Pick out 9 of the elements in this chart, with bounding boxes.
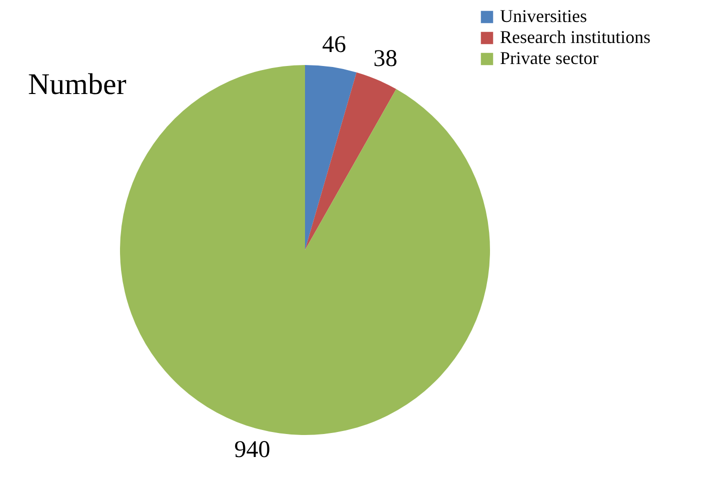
data-label: 940 [234, 437, 270, 464]
data-label: 38 [373, 46, 398, 72]
pie-slice [305, 65, 357, 250]
legend-label: Universities [500, 6, 587, 26]
text: Number [28, 68, 126, 101]
data-label: 46 [322, 32, 346, 58]
pie-slice [305, 72, 396, 250]
legend-label: Private sector [500, 48, 598, 68]
legend-label: Research institutions [500, 27, 650, 47]
